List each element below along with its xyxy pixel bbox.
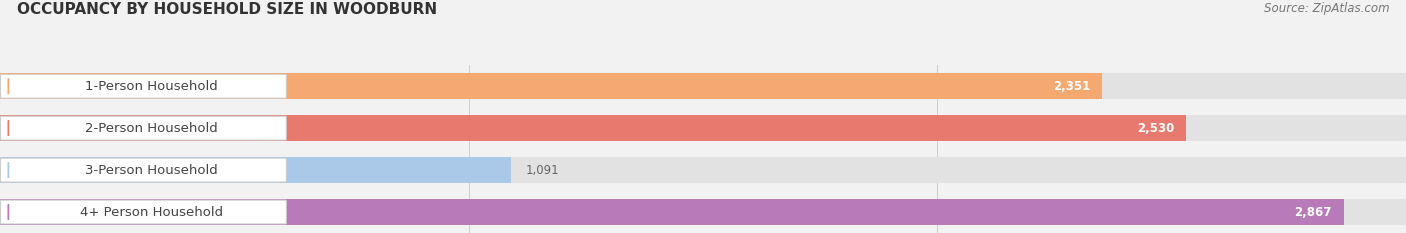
Text: OCCUPANCY BY HOUSEHOLD SIZE IN WOODBURN: OCCUPANCY BY HOUSEHOLD SIZE IN WOODBURN <box>17 2 437 17</box>
Bar <box>0 157 1406 183</box>
Bar <box>0 73 1406 99</box>
Text: 2,867: 2,867 <box>1295 206 1331 219</box>
Text: 1,091: 1,091 <box>526 164 560 177</box>
Bar <box>0 115 1406 141</box>
Text: 2,351: 2,351 <box>1053 80 1090 93</box>
FancyBboxPatch shape <box>0 158 287 182</box>
Text: 2,530: 2,530 <box>1137 122 1174 135</box>
Text: 4+ Person Household: 4+ Person Household <box>80 206 222 219</box>
Text: Source: ZipAtlas.com: Source: ZipAtlas.com <box>1264 2 1389 15</box>
FancyBboxPatch shape <box>0 116 287 140</box>
Bar <box>0 157 512 183</box>
Bar <box>0 199 1406 225</box>
Bar <box>0 73 1102 99</box>
FancyBboxPatch shape <box>0 74 287 98</box>
Text: 3-Person Household: 3-Person Household <box>84 164 218 177</box>
Bar <box>0 115 1185 141</box>
Text: 1-Person Household: 1-Person Household <box>84 80 218 93</box>
FancyBboxPatch shape <box>0 200 287 224</box>
Text: 2-Person Household: 2-Person Household <box>84 122 218 135</box>
Bar <box>0 199 1344 225</box>
